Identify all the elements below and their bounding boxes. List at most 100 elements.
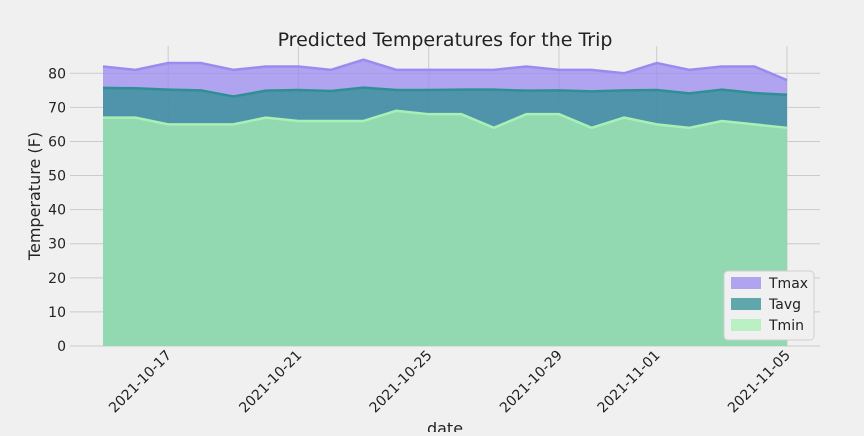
point-tavg [623,90,625,92]
x-tick-label: 2021-10-21 [236,348,305,417]
y-tick-label: 20 [48,271,66,287]
y-axis-ticks: 0 10 20 30 40 50 60 70 80 [48,66,66,355]
point-tmax [200,62,202,64]
line-tavg [102,86,788,98]
point-tmin [460,113,462,115]
point-tmax [363,59,365,61]
point-tmin [330,120,332,122]
y-tick-label: 40 [48,203,66,219]
legend: Tmax Tavg Tmin [723,270,815,341]
point-tmax [558,69,560,71]
point-tavg [395,89,397,91]
point-tmin [721,120,723,122]
point-tmin [526,113,528,115]
point-tmin [395,110,397,112]
point-tmax [428,69,430,71]
point-tavg [363,87,365,89]
point-tmax [102,66,104,68]
line-tmax [102,58,788,82]
point-tmin [591,127,593,129]
y-axis-label: Temperature (F) [25,132,44,261]
x-tick-label: 2021-11-01 [595,348,664,417]
point-tavg [428,89,430,91]
point-tmax [330,69,332,71]
y-tick-label: 70 [48,100,66,116]
series-areas [102,58,788,347]
point-tavg [754,92,756,94]
x-tick-label: 2021-11-05 [725,348,794,417]
y-tick-label: 50 [48,169,66,185]
point-tmax [688,69,690,71]
legend-label-tmin: Tmin [768,318,804,334]
legend-swatch-tavg [731,298,761,310]
point-tmin [428,113,430,115]
point-tmax [232,69,234,71]
point-tavg [688,93,690,95]
legend-label-tavg: Tavg [768,297,801,313]
y-tick-label: 10 [48,305,66,321]
y-tick-label: 30 [48,237,66,253]
point-tavg [102,87,104,89]
point-tmax [265,66,267,68]
point-tmax [298,66,300,68]
point-tmin [363,120,365,122]
point-tavg [656,89,658,91]
point-tmin [656,124,658,126]
point-tavg [135,87,137,89]
point-tmax [493,69,495,71]
point-tavg [167,89,169,91]
point-tmin [232,124,234,126]
point-tmin [786,127,788,129]
point-tavg [591,91,593,93]
point-tavg [786,94,788,96]
point-tmin [623,117,625,119]
point-tavg [298,89,300,91]
point-tmax [656,62,658,64]
y-tick-label: 80 [48,66,66,82]
point-tmin [265,117,267,119]
legend-swatch-tmin [731,319,761,331]
point-tmin [558,113,560,115]
point-tavg [330,90,332,92]
point-tmin [298,120,300,122]
x-axis-ticks: 2021-10-17 2021-10-21 2021-10-25 2021-10-29… [106,348,794,417]
point-tmin [493,127,495,129]
point-tmin [102,117,104,119]
point-tavg [200,90,202,92]
x-tick-label: 2021-10-17 [106,348,175,417]
point-tmin [754,124,756,126]
point-tmax [591,69,593,71]
point-tmax [460,69,462,71]
point-tmin [135,117,137,119]
point-tavg [493,89,495,91]
point-tavg [558,90,560,92]
legend-swatch-tmax [731,277,761,289]
line-tmin [103,109,788,130]
x-tick-label: 2021-10-29 [497,348,566,417]
point-tmax [167,62,169,64]
point-tavg [721,89,723,91]
point-tmax [786,79,788,81]
point-tmax [395,69,397,71]
point-tmin [200,124,202,126]
legend-label-tmax: Tmax [768,276,808,292]
y-tick-label: 60 [48,134,66,150]
x-tick-label: 2021-10-25 [367,348,436,417]
point-tmax [135,69,137,71]
point-tmin [167,124,169,126]
point-tmax [623,72,625,74]
area-tmin [103,110,787,346]
point-tavg [460,89,462,91]
point-tmax [526,66,528,68]
x-axis-label: date [427,419,463,432]
point-tavg [265,90,267,92]
point-tmax [754,66,756,68]
point-tavg [232,96,234,98]
point-tmax [721,66,723,68]
point-tmin [688,127,690,129]
y-tick-label: 0 [57,339,66,355]
chart-title: Predicted Temperatures for the Trip [278,29,613,51]
point-tavg [526,90,528,92]
